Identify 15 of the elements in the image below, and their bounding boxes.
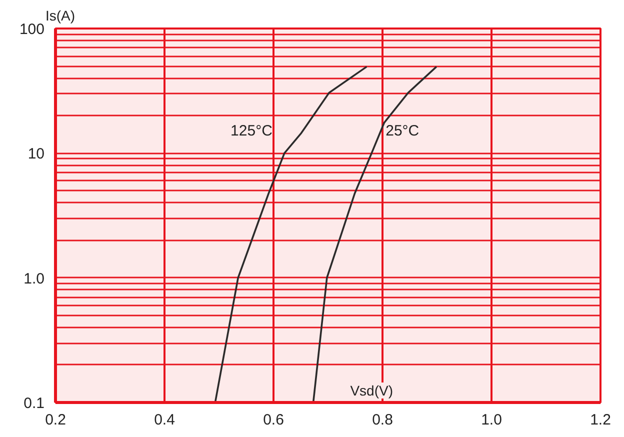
x-tick-label: 1.0 — [481, 412, 502, 428]
x-tick-label: 0.4 — [154, 412, 175, 428]
y-tick-label: 0.1 — [24, 395, 45, 412]
series-label: 125°C — [230, 122, 273, 140]
x-tick-label: 1.2 — [590, 412, 611, 428]
y-axis-title: Is(A) — [46, 8, 76, 24]
x-tick-label: 0.6 — [263, 412, 284, 428]
y-tick-label: 100 — [19, 21, 45, 38]
x-tick-label: 0.2 — [45, 412, 66, 428]
x-tick-label: 0.8 — [372, 412, 393, 428]
x-axis-title: Vsd(V) — [350, 382, 394, 398]
series-label: 25°C — [386, 122, 420, 140]
y-tick-label: 1.0 — [24, 270, 45, 288]
y-tick-label: 10 — [28, 146, 45, 163]
line-series — [312, 66, 438, 402]
